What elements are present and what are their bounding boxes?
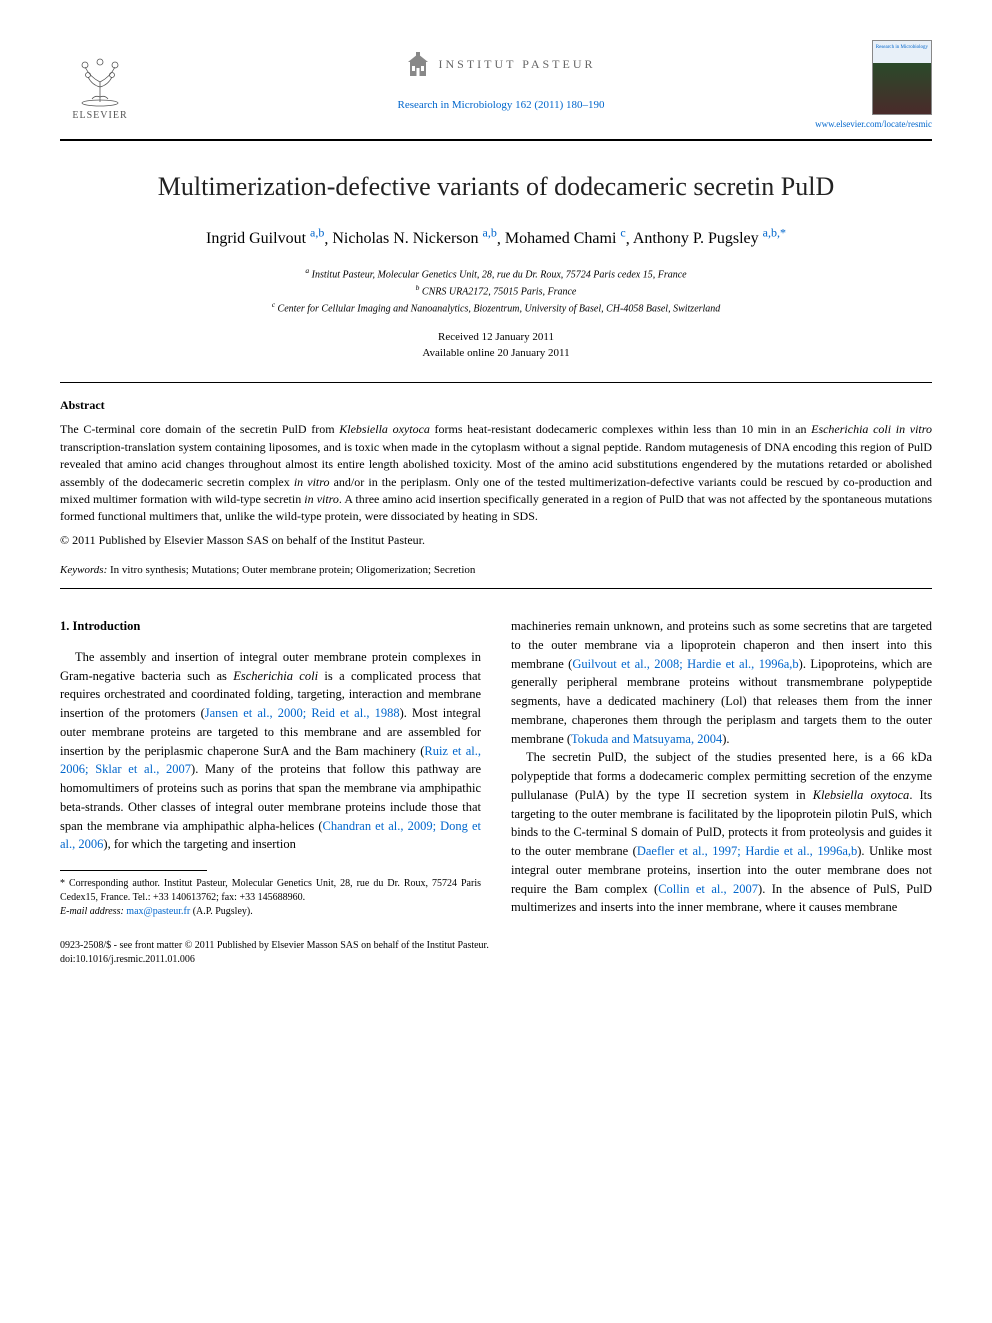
affiliation-a: a Institut Pasteur, Molecular Genetics U…: [60, 265, 932, 282]
author-list: Ingrid Guilvout a,b, Nicholas N. Nickers…: [60, 225, 932, 251]
article-dates: Received 12 January 2011 Available onlin…: [60, 329, 932, 362]
body-columns: 1. Introduction The assembly and inserti…: [60, 617, 932, 919]
author-4-affil[interactable]: a,b,*: [763, 226, 786, 240]
ref-daefler-hardie[interactable]: Daefler et al., 1997; Hardie et al., 199…: [637, 844, 857, 858]
elsevier-tree-icon: [70, 47, 130, 107]
intro-p2: The secretin PulD, the subject of the st…: [511, 748, 932, 917]
corresponding-author-footnote: * Corresponding author. Institut Pasteur…: [60, 877, 481, 919]
cover-title: Research in Microbiology: [876, 44, 928, 51]
pasteur-building-icon: [406, 50, 430, 78]
keywords-list: In vitro synthesis; Mutations; Outer mem…: [110, 564, 475, 576]
journal-cover-block: Research in Microbiology www.elsevier.co…: [862, 40, 932, 131]
corresponding-email-line: E-mail address: max@pasteur.fr (A.P. Pug…: [60, 905, 481, 919]
author-2: Nicholas N. Nickerson a,b: [332, 230, 497, 247]
email-whom: (A.P. Pugsley).: [193, 906, 253, 917]
journal-reference: Research in Microbiology 162 (2011) 180–…: [397, 98, 604, 113]
author-2-affil[interactable]: a,b: [483, 226, 497, 240]
doi-line: doi:10.1016/j.resmic.2011.01.006: [60, 953, 932, 967]
keywords: Keywords: In vitro synthesis; Mutations;…: [60, 563, 932, 578]
header-row: ELSEVIER INSTITUT PASTEUR Research in Mi…: [60, 40, 932, 131]
author-3: Mohamed Chami c: [505, 230, 626, 247]
date-received: Received 12 January 2011: [60, 329, 932, 346]
rule-abstract-bottom: [60, 588, 932, 589]
rule-abstract-top: [60, 382, 932, 383]
affiliation-b: b CNRS URA2172, 75015 Paris, France: [60, 282, 932, 299]
corresponding-text: * Corresponding author. Institut Pasteur…: [60, 877, 481, 905]
page-footer: 0923-2508/$ - see front matter © 2011 Pu…: [60, 939, 932, 967]
elsevier-logo: ELSEVIER: [60, 40, 140, 130]
ref-tokuda[interactable]: Tokuda and Matsuyama, 2004: [571, 732, 722, 746]
elsevier-wordmark: ELSEVIER: [72, 109, 127, 123]
front-matter-line: 0923-2508/$ - see front matter © 2011 Pu…: [60, 939, 932, 953]
column-right: machineries remain unknown, and proteins…: [511, 617, 932, 919]
abstract-heading: Abstract: [60, 397, 932, 414]
rule-top: [60, 139, 932, 141]
author-1-affil[interactable]: a,b: [310, 226, 324, 240]
keywords-label: Keywords:: [60, 564, 107, 576]
ref-collin[interactable]: Collin et al., 2007: [658, 882, 758, 896]
abstract-copyright: © 2011 Published by Elsevier Masson SAS …: [60, 532, 932, 549]
affiliations: a Institut Pasteur, Molecular Genetics U…: [60, 265, 932, 317]
header-center: INSTITUT PASTEUR Research in Microbiolog…: [140, 40, 862, 113]
footnote-separator: [60, 870, 207, 871]
abstract-body: The C-terminal core domain of the secret…: [60, 421, 932, 525]
affiliation-c: c Center for Cellular Imaging and Nanoan…: [60, 299, 932, 316]
institut-pasteur-logo: INSTITUT PASTEUR: [406, 50, 595, 78]
ref-guilvout-hardie[interactable]: Guilvout et al., 2008; Hardie et al., 19…: [572, 657, 798, 671]
institut-pasteur-text: INSTITUT PASTEUR: [438, 56, 595, 73]
author-4: Anthony P. Pugsley a,b,*: [633, 230, 786, 247]
email-label: E-mail address:: [60, 906, 124, 917]
author-1: Ingrid Guilvout a,b: [206, 230, 324, 247]
locate-link[interactable]: www.elsevier.com/locate/resmic: [815, 118, 932, 131]
intro-p1-left: The assembly and insertion of integral o…: [60, 648, 481, 854]
column-left: 1. Introduction The assembly and inserti…: [60, 617, 481, 919]
section-1-heading: 1. Introduction: [60, 617, 481, 636]
intro-p1-right: machineries remain unknown, and proteins…: [511, 617, 932, 748]
email-link[interactable]: max@pasteur.fr: [126, 906, 190, 917]
ref-jansen-reid[interactable]: Jansen et al., 2000; Reid et al., 1988: [205, 706, 400, 720]
journal-cover-thumbnail: Research in Microbiology: [872, 40, 932, 115]
date-online: Available online 20 January 2011: [60, 345, 932, 362]
article-title: Multimerization-defective variants of do…: [60, 169, 932, 205]
author-3-affil[interactable]: c: [620, 226, 625, 240]
